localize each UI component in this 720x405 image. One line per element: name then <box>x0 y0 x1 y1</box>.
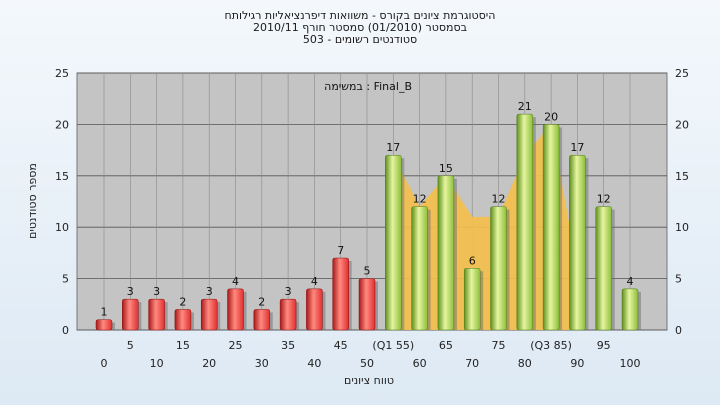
x-tick-label: 40 <box>307 357 321 370</box>
x-tick-label: 45 <box>334 339 348 352</box>
bar <box>227 288 244 331</box>
bar-value-label: 12 <box>597 193 611 206</box>
bar <box>95 319 113 331</box>
y-tick-label-right: 10 <box>675 221 689 234</box>
bar <box>253 309 271 331</box>
bar-value-label: 20 <box>544 110 558 123</box>
x-tick-label: 75 <box>492 339 506 352</box>
bar-value-label: 4 <box>232 275 239 288</box>
x-tick-label: 90 <box>570 357 584 370</box>
x-tick-label: 65 <box>439 339 453 352</box>
x-tick-label: 20 <box>202 357 216 370</box>
y-tick-label-left: 20 <box>55 118 69 131</box>
y-tick-label-right: 25 <box>675 67 689 80</box>
x-tick-label: 25 <box>229 339 243 352</box>
y-tick-label-left: 10 <box>55 221 69 234</box>
bar <box>516 113 534 331</box>
y-axis-title: מספר סטודנטים <box>26 163 39 239</box>
x-tick-label: 10 <box>150 357 164 370</box>
bar <box>174 309 192 331</box>
bar <box>332 257 349 331</box>
chart-title-line1: היסטוגרמת ציונים בקורס - משוואות דיפרנצי… <box>224 9 496 22</box>
y-tick-label-left: 0 <box>62 324 69 337</box>
bar <box>595 206 612 331</box>
x-tick-label: 95 <box>597 339 611 352</box>
y-tick-label-right: 15 <box>675 170 689 183</box>
bar-value-label: 2 <box>258 295 265 308</box>
bar <box>279 298 297 331</box>
bar-value-label: 4 <box>311 275 318 288</box>
bar <box>385 154 402 331</box>
y-tick-label-left: 5 <box>62 273 69 286</box>
y-tick-label-right: 5 <box>675 273 682 286</box>
x-tick-label: 50 <box>360 357 374 370</box>
y-tick-label-left: 25 <box>55 67 69 80</box>
bar-value-label: 3 <box>153 285 160 298</box>
bar <box>542 124 560 331</box>
bar-value-label: 17 <box>386 141 400 154</box>
bar <box>490 206 507 331</box>
chart-titles: היסטוגרמת ציונים בקורס - משוואות דיפרנצי… <box>0 10 720 46</box>
x-tick-label: 30 <box>255 357 269 370</box>
bar <box>569 154 586 331</box>
legend-label: במשימה : Final_B <box>324 80 412 93</box>
x-tick-label: 35 <box>281 339 295 352</box>
chart-title-line3: 503 - סטודנטים רשומים <box>302 33 418 46</box>
x-tick-label: 100 <box>620 357 641 370</box>
bar-value-label: 21 <box>518 100 532 113</box>
x-axis-title: טווח ציונים <box>344 374 394 387</box>
bar <box>200 298 218 331</box>
y-tick-label-right: 20 <box>675 118 689 131</box>
bar-value-label: 3 <box>285 285 292 298</box>
x-tick-label: 5 <box>127 339 134 352</box>
bar <box>463 268 481 331</box>
x-tick-label: 70 <box>465 357 479 370</box>
bar-value-label: 3 <box>206 285 213 298</box>
x-tick-label: (Q1 55) <box>372 339 414 352</box>
x-tick-label: 15 <box>176 339 190 352</box>
bar <box>621 288 639 331</box>
x-tick-label: (Q3 85) <box>530 339 572 352</box>
bar-value-label: 12 <box>413 193 427 206</box>
bar <box>122 298 139 331</box>
x-tick-label: 0 <box>101 357 108 370</box>
y-tick-label-right: 0 <box>675 324 682 337</box>
bar <box>437 175 455 331</box>
bar <box>148 298 165 331</box>
bar-value-label: 17 <box>570 141 584 154</box>
bar-value-label: 1 <box>101 306 108 319</box>
y-tick-label-left: 15 <box>55 170 69 183</box>
bar-value-label: 2 <box>179 295 186 308</box>
bar-value-label: 7 <box>337 244 344 257</box>
bar <box>358 278 376 331</box>
x-tick-label: 80 <box>518 357 532 370</box>
chart-title-line2: בסמסטר (01/2010) סמסטר חורף 2010/11 <box>253 21 467 34</box>
bar <box>306 288 323 331</box>
bar-value-label: 15 <box>439 162 453 175</box>
bar <box>411 206 428 331</box>
bar-value-label: 12 <box>492 193 506 206</box>
x-tick-label: 60 <box>413 357 427 370</box>
bar-value-label: 4 <box>627 275 634 288</box>
bar-value-label: 5 <box>364 265 371 278</box>
bar-value-label: 6 <box>469 254 476 267</box>
bar-value-label: 3 <box>127 285 134 298</box>
